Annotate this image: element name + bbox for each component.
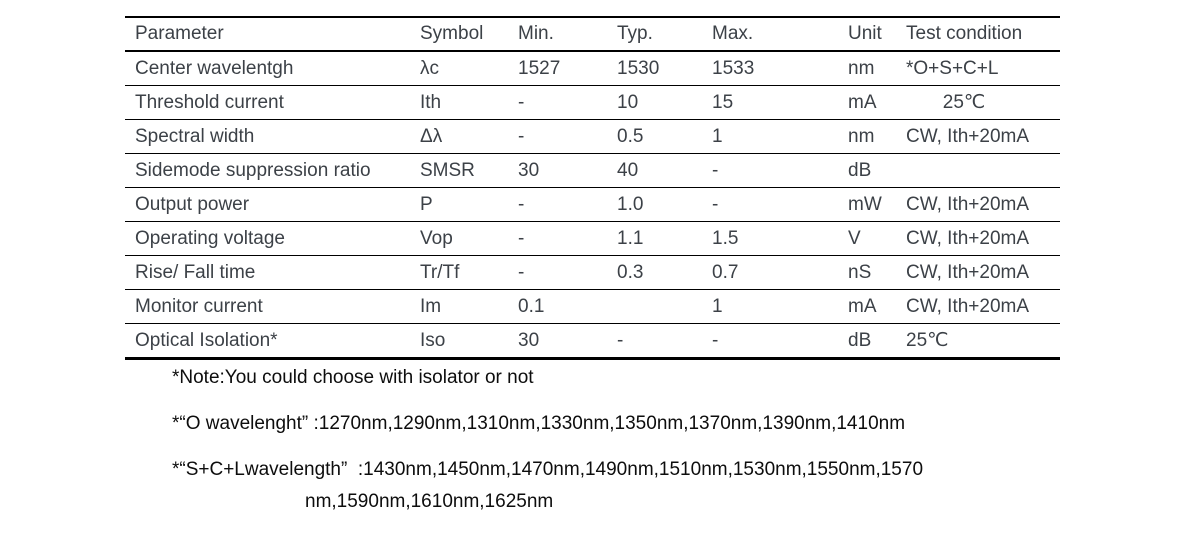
cell-unit: nm [838, 51, 896, 86]
cell-parameter: Threshold current [125, 85, 410, 120]
cell-symbol: λc [410, 51, 508, 86]
table-header-row: Parameter Symbol Min. Typ. Max. Unit Tes… [125, 17, 1060, 52]
cell-max: 1.5 [702, 221, 838, 256]
cell-typ: 10 [607, 85, 702, 120]
col-header-typ: Typ. [607, 17, 702, 52]
cell-symbol: Iso [410, 323, 508, 360]
cell-parameter: Output power [125, 187, 410, 222]
cell-min: 1527 [508, 51, 607, 86]
spec-table: Parameter Symbol Min. Typ. Max. Unit Tes… [125, 16, 1060, 360]
cell-symbol: Vop [410, 221, 508, 256]
col-header-symbol: Symbol [410, 17, 508, 52]
cell-parameter: Rise/ Fall time [125, 255, 410, 290]
cell-typ: 1530 [607, 51, 702, 86]
cell-typ: 0.5 [607, 119, 702, 154]
cell-unit: mA [838, 289, 896, 324]
col-header-max: Max. [702, 17, 838, 52]
cell-max: 0.7 [702, 255, 838, 290]
cell-typ: - [607, 323, 702, 360]
cell-parameter: Center wavelentgh [125, 51, 410, 86]
cell-symbol: Δλ [410, 119, 508, 154]
cell-min: - [508, 85, 607, 120]
cell-test-condition: CW, Ith+20mA [896, 255, 1060, 290]
table-row-monitor-current: Monitor current Im 0.1 1 mA CW, Ith+20mA [125, 289, 1060, 324]
table-row-operating-voltage: Operating voltage Vop - 1.1 1.5 V CW, It… [125, 221, 1060, 256]
cell-unit: nS [838, 255, 896, 290]
cell-test-condition: *O+S+C+L [896, 51, 1060, 86]
cell-test-condition: CW, Ith+20mA [896, 221, 1060, 256]
cell-unit: V [838, 221, 896, 256]
cell-unit: nm [838, 119, 896, 154]
cell-min: 0.1 [508, 289, 607, 324]
table-row-center-wavelength: Center wavelentgh λc 1527 1530 1533 nm *… [125, 51, 1060, 86]
cell-symbol: SMSR [410, 153, 508, 188]
table-row-spectral-width: Spectral width Δλ - 0.5 1 nm CW, Ith+20m… [125, 119, 1060, 154]
cell-max: 15 [702, 85, 838, 120]
cell-min: 30 [508, 323, 607, 360]
col-header-unit: Unit [838, 17, 896, 52]
cell-parameter: Spectral width [125, 119, 410, 154]
table-row-threshold-current: Threshold current Ith - 10 15 mA 25℃ [125, 85, 1060, 120]
note-scl-wavelength-list-2: nm,1590nm,1610nm,1625nm [305, 491, 554, 512]
cell-min: - [508, 255, 607, 290]
cell-max: 1533 [702, 51, 838, 86]
note-isolator-option: *Note:You could choose with isolator or … [172, 367, 534, 388]
cell-unit: dB [838, 323, 896, 360]
cell-unit: mW [838, 187, 896, 222]
cell-symbol: Ith [410, 85, 508, 120]
cell-typ: 40 [607, 153, 702, 188]
cell-test-condition: CW, Ith+20mA [896, 289, 1060, 324]
note-o-wavelength-list: *“O wavelenght” :1270nm,1290nm,1310nm,13… [172, 413, 906, 434]
col-header-parameter: Parameter [125, 17, 410, 52]
table-row-optical-isolation: Optical Isolation* Iso 30 - - dB 25℃ [125, 323, 1060, 360]
cell-parameter: Optical Isolation* [125, 323, 410, 360]
cell-test-condition: CW, Ith+20mA [896, 119, 1060, 154]
cell-parameter: Operating voltage [125, 221, 410, 256]
cell-test-condition [896, 153, 1060, 188]
col-header-min: Min. [508, 17, 607, 52]
table-row-sidemode-suppression-ratio: Sidemode suppression ratio SMSR 30 40 - … [125, 153, 1060, 188]
cell-test-condition: 25℃ [896, 85, 1060, 120]
cell-max: 1 [702, 119, 838, 154]
cell-parameter: Monitor current [125, 289, 410, 324]
cell-unit: dB [838, 153, 896, 188]
cell-min: 30 [508, 153, 607, 188]
cell-parameter: Sidemode suppression ratio [125, 153, 410, 188]
cell-test-condition: 25℃ [896, 323, 1060, 360]
cell-test-condition: CW, Ith+20mA [896, 187, 1060, 222]
cell-min: - [508, 221, 607, 256]
note-scl-wavelength-list: *“S+C+Lwavelength” :1430nm,1450nm,1470nm… [172, 459, 924, 480]
cell-unit: mA [838, 85, 896, 120]
cell-max: 1 [702, 289, 838, 324]
cell-typ: 1.1 [607, 221, 702, 256]
cell-symbol: Tr/Tf [410, 255, 508, 290]
cell-min: - [508, 187, 607, 222]
cell-typ [607, 289, 702, 324]
cell-max: - [702, 153, 838, 188]
cell-min: - [508, 119, 607, 154]
cell-symbol: P [410, 187, 508, 222]
table-row-output-power: Output power P - 1.0 - mW CW, Ith+20mA [125, 187, 1060, 222]
table-row-rise-fall-time: Rise/ Fall time Tr/Tf - 0.3 0.7 nS CW, I… [125, 255, 1060, 290]
cell-max: - [702, 323, 838, 360]
cell-symbol: Im [410, 289, 508, 324]
cell-max: - [702, 187, 838, 222]
cell-typ: 0.3 [607, 255, 702, 290]
cell-typ: 1.0 [607, 187, 702, 222]
col-header-test-condition: Test condition [896, 17, 1060, 52]
